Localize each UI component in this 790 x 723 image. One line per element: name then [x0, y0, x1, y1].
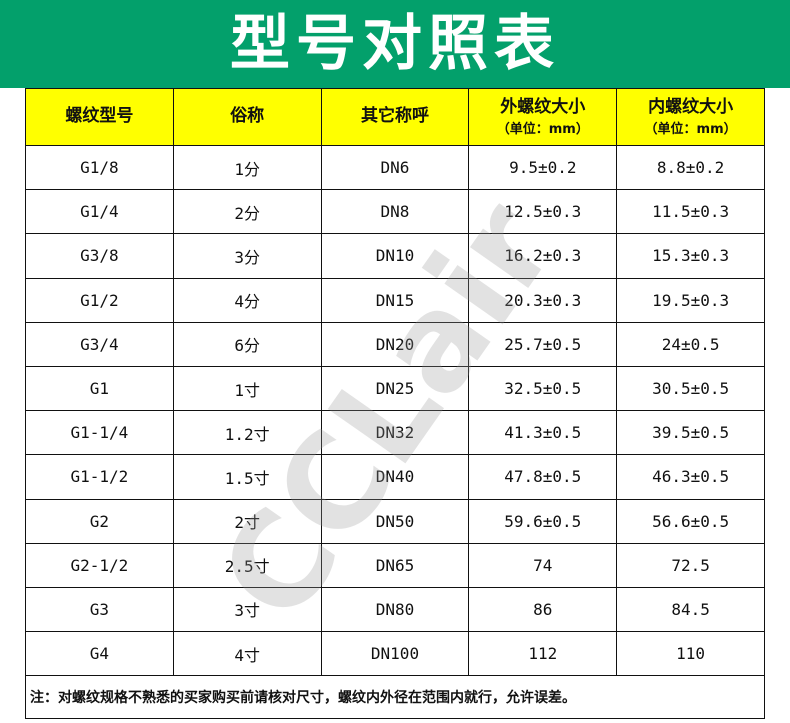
table-cell: 4寸 — [172, 631, 322, 677]
column-header-label: 其它称呼 — [360, 106, 429, 127]
table-row: G1 1寸 DN25 32.5±0.5 30.5±0.5 — [25, 365, 765, 412]
table-cell: 56.6±0.5 — [616, 498, 765, 544]
table-row: G1/4 2分 DN8 12.5±0.3 11.5±0.3 — [25, 189, 765, 235]
column-header-unit: （单位：mm） — [644, 122, 737, 137]
column-header-label: 外螺纹大小 — [500, 96, 586, 117]
table-cell: DN32 — [320, 410, 470, 456]
table-cell: 59.6±0.5 — [468, 498, 618, 544]
table-cell: DN80 — [320, 586, 470, 633]
table-cell: DN100 — [320, 631, 470, 677]
column-header: 外螺纹大小 （单位：mm） — [468, 88, 618, 146]
table-cell: DN50 — [320, 498, 470, 544]
table-cell: DN8 — [320, 189, 470, 235]
column-header-unit: （单位：mm） — [496, 122, 589, 137]
table-cell: G3/4 — [25, 321, 174, 367]
table-row: G2-1/2 2.5寸 DN65 74 72.5 — [25, 542, 765, 588]
table-cell: 2分 — [172, 189, 322, 235]
note-row: 注：对螺纹规格不熟悉的买家购买前请核对尺寸，螺纹内外径在范围内就行，允许误差。 — [25, 675, 765, 720]
table-header-row: 螺纹型号 俗称 其它称呼 外螺纹大小 （单位：mm） 内螺纹大小 （单位：mm） — [25, 88, 765, 146]
table-cell: DN15 — [320, 277, 470, 323]
table-row: G1/8 1分 DN6 9.5±0.2 8.8±0.2 — [25, 144, 765, 191]
table-row: G1-1/2 1.5寸 DN40 47.8±0.5 46.3±0.5 — [25, 454, 765, 500]
table-cell: DN10 — [320, 233, 470, 279]
table-cell: 9.5±0.2 — [468, 144, 618, 191]
table-cell: 46.3±0.5 — [616, 454, 765, 500]
table-cell: G2-1/2 — [25, 542, 174, 588]
table-cell: G1/2 — [25, 277, 174, 323]
column-header: 其它称呼 — [320, 88, 470, 146]
table-cell: DN25 — [320, 365, 470, 412]
column-header: 内螺纹大小 （单位：mm） — [616, 88, 765, 146]
table-cell: 1寸 — [172, 365, 322, 412]
table-row: G1-1/4 1.2寸 DN32 41.3±0.5 39.5±0.5 — [25, 410, 765, 456]
table-cell: 3分 — [172, 233, 322, 279]
table-cell: G2 — [25, 498, 174, 544]
table-cell: DN40 — [320, 454, 470, 500]
table-cell: 1.5寸 — [172, 454, 322, 500]
table-cell: 1.2寸 — [172, 410, 322, 456]
table-cell: G3 — [25, 586, 174, 633]
table-cell: 24±0.5 — [616, 321, 765, 367]
table-cell: 41.3±0.5 — [468, 410, 618, 456]
table-cell: 19.5±0.3 — [616, 277, 765, 323]
table-cell: G1-1/4 — [25, 410, 174, 456]
table-cell: 12.5±0.3 — [468, 189, 618, 235]
table-cell: 110 — [616, 631, 765, 677]
table-cell: 4分 — [172, 277, 322, 323]
table-cell: 2.5寸 — [172, 542, 322, 588]
table-cell: DN20 — [320, 321, 470, 367]
table-cell: 3寸 — [172, 586, 322, 633]
table-cell: 25.7±0.5 — [468, 321, 618, 367]
table-cell: G1-1/2 — [25, 454, 174, 500]
table-cell: G1 — [25, 365, 174, 412]
column-header-label: 内螺纹大小 — [648, 96, 734, 117]
table-cell: 30.5±0.5 — [616, 365, 765, 412]
thread-size-table: 螺纹型号 俗称 其它称呼 外螺纹大小 （单位：mm） 内螺纹大小 （单位：mm） G1/8 1… — [25, 88, 765, 720]
table-row: G1/2 4分 DN15 20.3±0.3 19.5±0.3 — [25, 277, 765, 323]
table-cell: 1分 — [172, 144, 322, 191]
table-cell: G3/8 — [25, 233, 174, 279]
table-cell: G1/4 — [25, 189, 174, 235]
table-cell: 74 — [468, 542, 618, 588]
table-cell: DN65 — [320, 542, 470, 588]
table-row: G3 3寸 DN80 86 84.5 — [25, 586, 765, 633]
column-header-label: 俗称 — [230, 106, 265, 127]
table-cell: G4 — [25, 631, 174, 677]
table-cell: 6分 — [172, 321, 322, 367]
column-header: 俗称 — [172, 88, 322, 146]
note-text: 注：对螺纹规格不熟悉的买家购买前请核对尺寸，螺纹内外径在范围内就行，允许误差。 — [25, 675, 765, 720]
table-row: G3/8 3分 DN10 16.2±0.3 15.3±0.3 — [25, 233, 765, 279]
table-cell: 20.3±0.3 — [468, 277, 618, 323]
table-cell: 112 — [468, 631, 618, 677]
table-cell: 84.5 — [616, 586, 765, 633]
table-cell: DN6 — [320, 144, 470, 191]
table-row: G4 4寸 DN100 112 110 — [25, 631, 765, 677]
table-row: G2 2寸 DN50 59.6±0.5 56.6±0.5 — [25, 498, 765, 544]
table-row: G3/4 6分 DN20 25.7±0.5 24±0.5 — [25, 321, 765, 367]
column-header-label: 螺纹型号 — [65, 106, 134, 127]
page-title: 型号对照表 — [0, 0, 790, 88]
column-header: 螺纹型号 — [25, 88, 174, 146]
table-cell: 2寸 — [172, 498, 322, 544]
table-cell: 47.8±0.5 — [468, 454, 618, 500]
table-cell: 16.2±0.3 — [468, 233, 618, 279]
table-cell: 32.5±0.5 — [468, 365, 618, 412]
table-cell: 86 — [468, 586, 618, 633]
table-cell: 72.5 — [616, 542, 765, 588]
table-cell: 39.5±0.5 — [616, 410, 765, 456]
table-cell: 11.5±0.3 — [616, 189, 765, 235]
table-cell: 8.8±0.2 — [616, 144, 765, 191]
table-cell: G1/8 — [25, 144, 174, 191]
table-cell: 15.3±0.3 — [616, 233, 765, 279]
